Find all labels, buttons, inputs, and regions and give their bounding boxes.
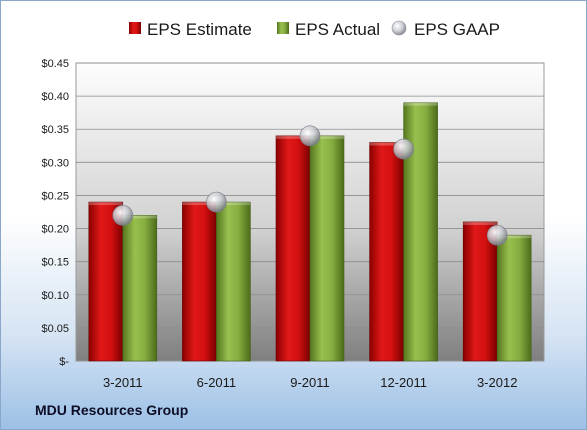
- legend-swatch-eps-actual: [277, 22, 289, 34]
- bar-eps-estimate: [369, 142, 404, 362]
- y-tick-label: $-: [59, 356, 69, 368]
- legend-label-eps-estimate: EPS Estimate: [147, 20, 252, 39]
- bar-highlight: [182, 202, 217, 206]
- bar-highlight: [216, 202, 251, 206]
- marker-eps-gaap: [299, 125, 321, 147]
- bar-eps-estimate: [462, 221, 498, 362]
- y-tick-label: $0.40: [41, 91, 69, 103]
- bar-eps-actual: [122, 215, 158, 362]
- legend-label-eps-gaap: EPS GAAP: [414, 20, 500, 39]
- y-tick-label: $0.10: [41, 290, 69, 302]
- bar-highlight: [310, 135, 344, 139]
- marker-eps-gaap: [206, 191, 227, 213]
- bar-highlight: [276, 135, 310, 139]
- bar-highlight: [369, 142, 404, 146]
- x-category-label: 3-2012: [477, 375, 517, 390]
- marker-eps-gaap: [112, 205, 134, 226]
- bar-highlight: [122, 215, 157, 219]
- x-category-label: 12-2011: [380, 375, 427, 390]
- y-tick-label: $0.05: [41, 323, 69, 335]
- marker-eps-gaap: [486, 224, 508, 246]
- legend-label-eps-actual: EPS Actual: [295, 20, 380, 39]
- gaap-markers: [112, 125, 508, 246]
- marker-eps-gaap: [393, 138, 414, 160]
- y-tick-label: $0.15: [41, 257, 69, 269]
- x-category-label: 6-2011: [197, 375, 237, 390]
- bar-eps-actual: [309, 135, 345, 362]
- x-category-label: 3-2011: [103, 375, 143, 390]
- bar-highlight: [88, 202, 123, 206]
- y-tick-label: $0.20: [41, 224, 69, 236]
- bar-eps-estimate: [88, 201, 124, 362]
- bars: [88, 102, 532, 362]
- legend-marker-eps-gaap: [391, 20, 407, 36]
- bar-highlight: [403, 102, 438, 106]
- bar-eps-actual: [496, 234, 532, 362]
- bar-highlight: [463, 221, 498, 225]
- legend-swatch-eps-estimate: [129, 22, 141, 34]
- y-tick-label: $0.45: [41, 58, 69, 70]
- company-name: MDU Resources Group: [35, 402, 189, 418]
- bar-eps-estimate: [182, 201, 217, 362]
- y-tick-label: $0.25: [41, 190, 69, 202]
- legend: EPS Estimate EPS Actual EPS GAAP: [129, 20, 500, 39]
- x-axis-category-labels: 3-2011 6-2011 9-2011 12-2011 3-2012: [103, 375, 517, 390]
- y-tick-label: $0.35: [41, 124, 69, 136]
- y-tick-label: $0.30: [41, 157, 69, 169]
- x-category-label: 9-2011: [290, 375, 330, 390]
- bar-eps-actual: [216, 201, 251, 362]
- bar-eps-estimate: [275, 135, 311, 362]
- bar-highlight: [497, 235, 532, 239]
- y-axis-tick-labels: $- $0.05 $0.10 $0.15 $0.20 $0.25 $0.30 $0.35 $0.…: [41, 58, 69, 368]
